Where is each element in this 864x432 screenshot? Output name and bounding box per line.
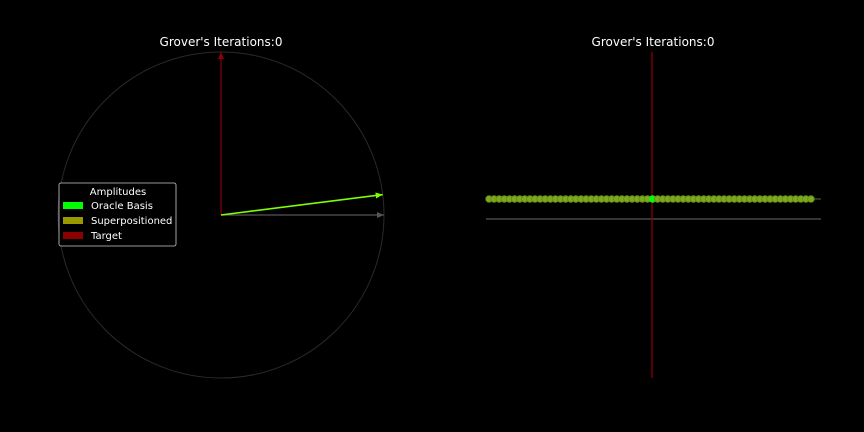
legend-label-target: Target — [90, 231, 122, 242]
legend-swatch-target — [63, 232, 83, 239]
vector-superpositioned — [220, 192, 383, 216]
legend-label-oracle: Oracle Basis — [91, 201, 153, 212]
legend-title: Amplitudes — [90, 187, 146, 198]
left-plot-title: Grover's Iterations:0 — [160, 35, 283, 49]
amplitude-plot: Grover's Iterations:0 — [485, 35, 821, 378]
legend-box — [58, 182, 177, 247]
legend-label-superpositioned: Superpositioned — [91, 216, 172, 227]
legend-swatch-oracle — [63, 202, 83, 209]
amplitude-point — [807, 195, 815, 203]
vector-plot: Grover's Iterations:0 Amplitudes Oracle … — [57, 35, 385, 379]
legend: Amplitudes Oracle Basis Superpositioned … — [58, 182, 177, 247]
right-plot-title: Grover's Iterations:0 — [592, 35, 715, 49]
legend-swatch-superpositioned — [63, 217, 83, 224]
